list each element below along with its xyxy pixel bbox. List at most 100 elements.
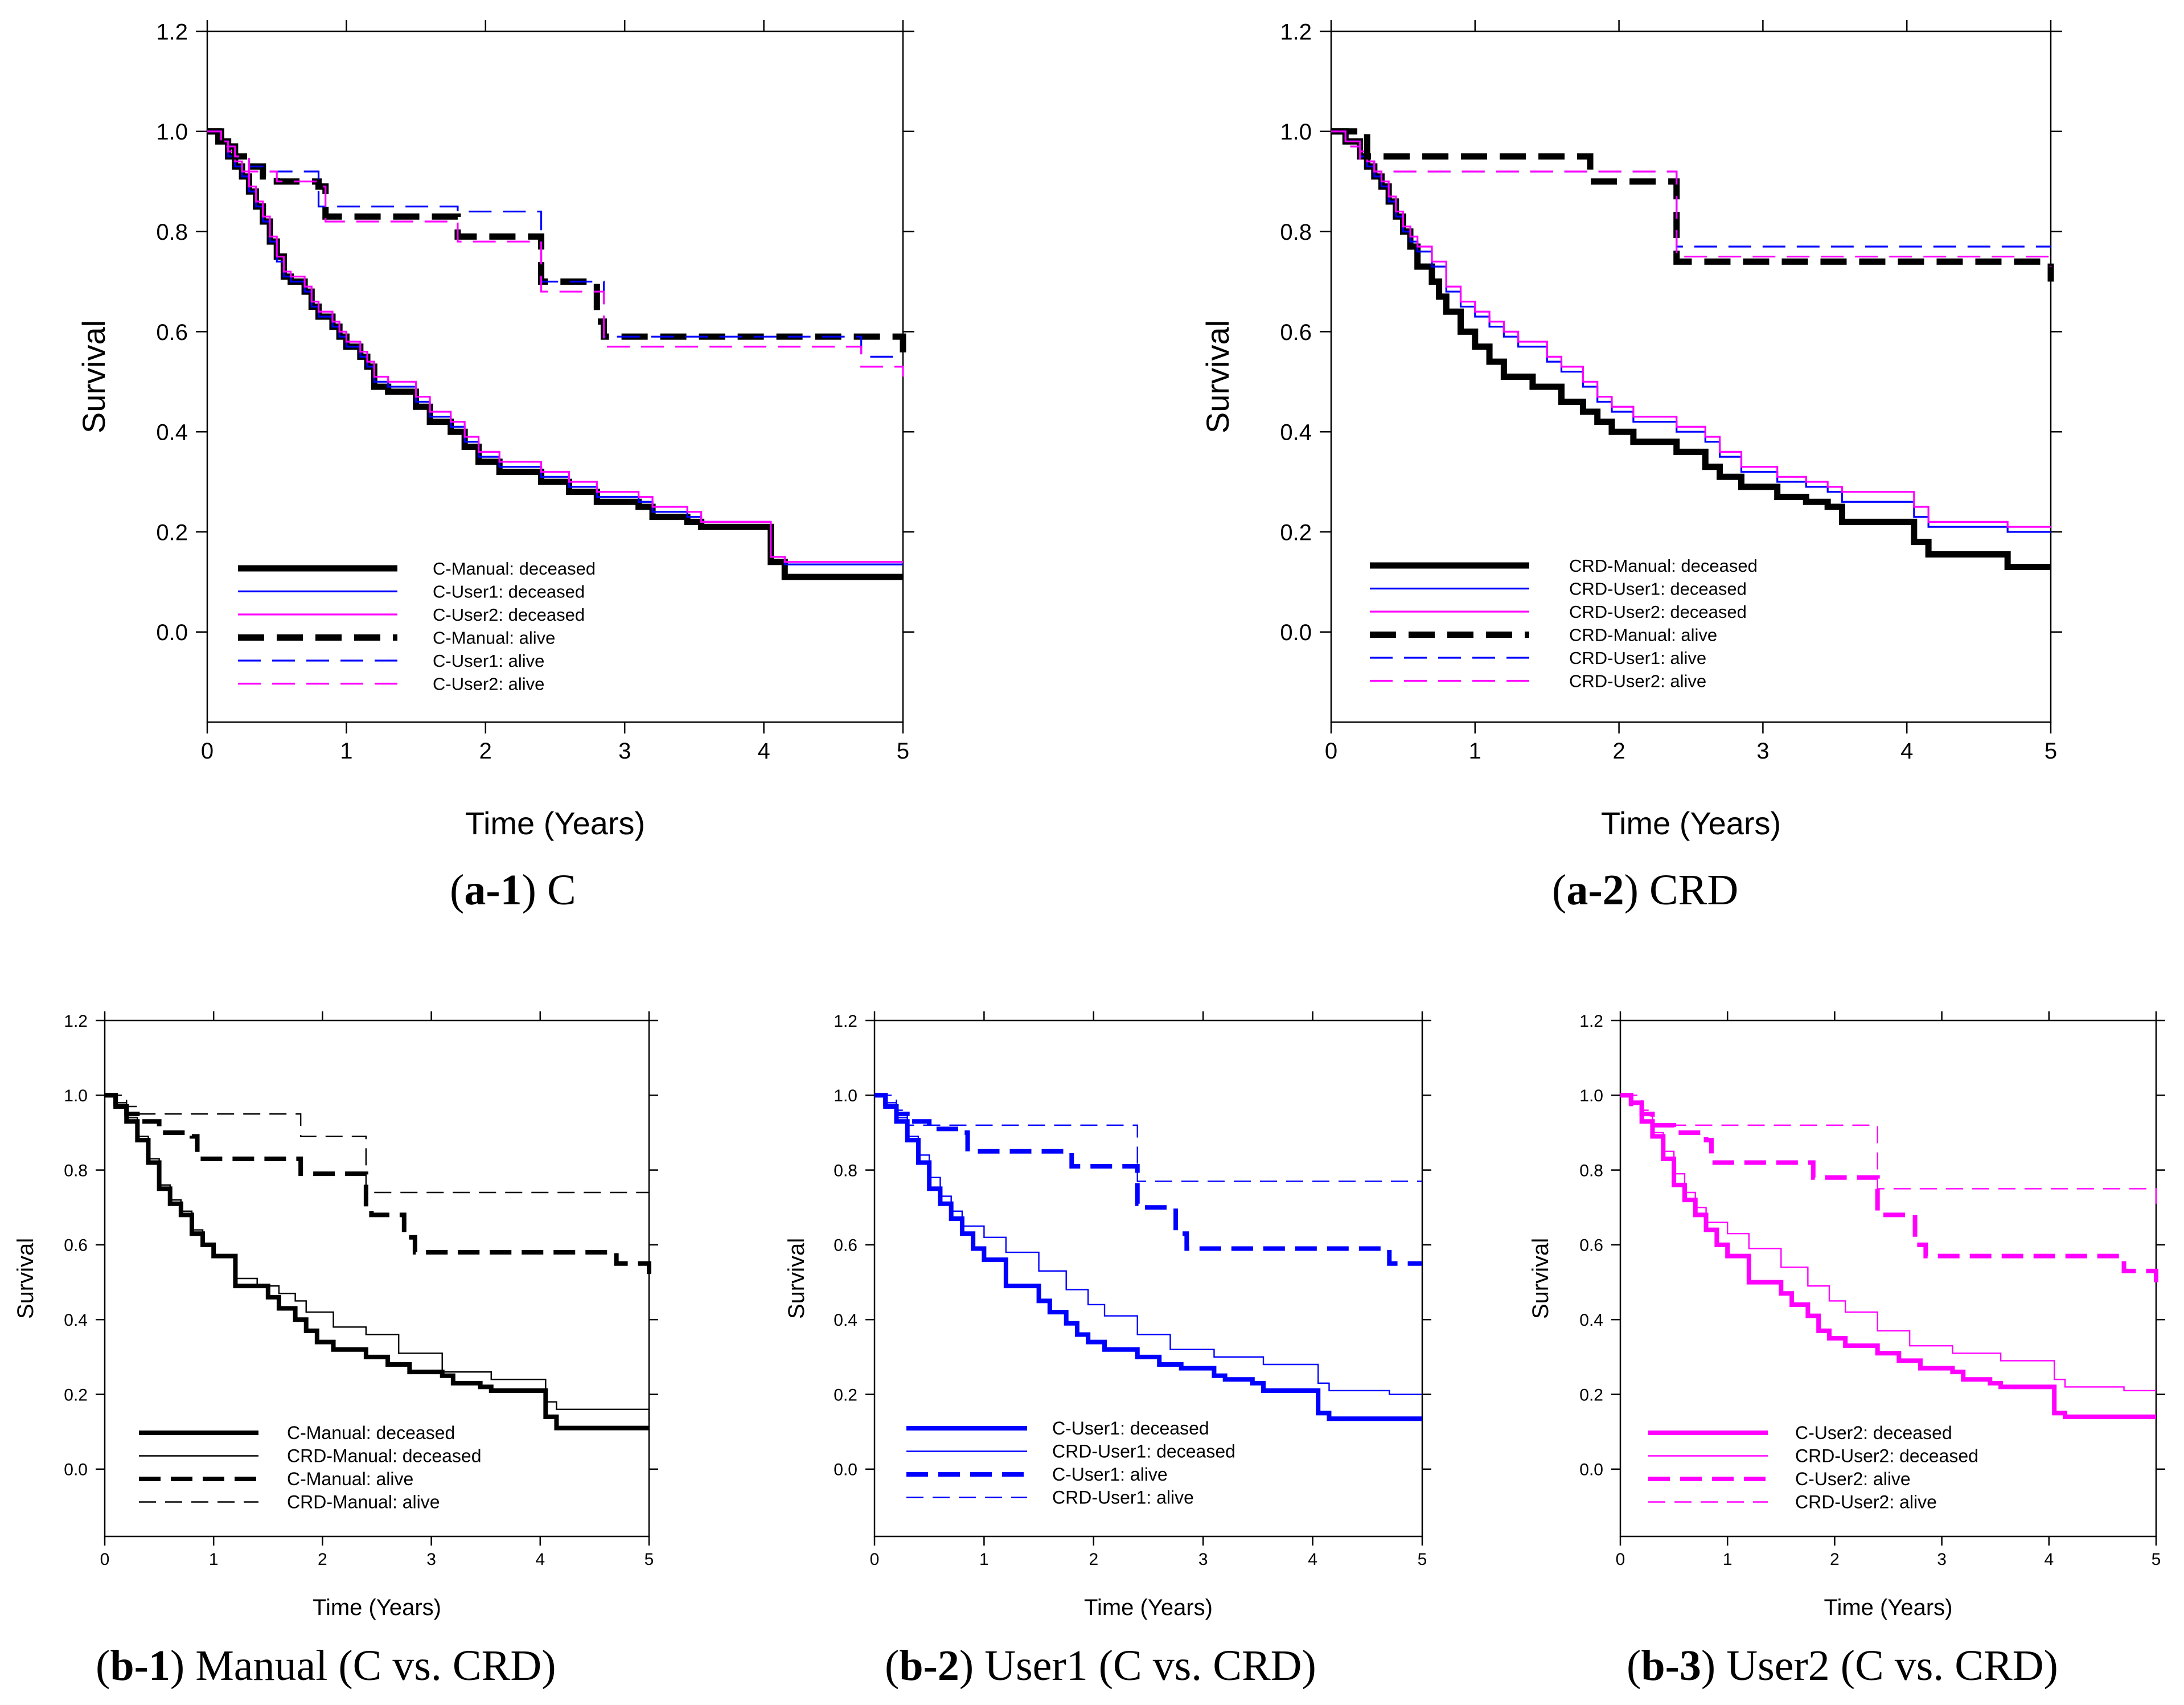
x-tick-label: 1 <box>1723 1550 1733 1569</box>
y-tick-label: 1.2 <box>156 19 188 44</box>
y-tick-label: 0.4 <box>156 420 188 445</box>
y-tick-label: 0.6 <box>1579 1236 1603 1255</box>
x-tick-label: 3 <box>1756 739 1769 764</box>
caption-label: a-2 <box>1566 866 1624 914</box>
series-line-3 <box>875 1093 1422 1266</box>
legend-label: C-Manual: deceased <box>287 1423 455 1443</box>
caption-a-1: (a-1) C <box>450 866 576 914</box>
x-tick-label: 1 <box>1469 739 1481 764</box>
caption-b-3: (b-3) User2 (C vs. CRD) <box>1627 1642 2058 1690</box>
y-axis-label: Survival <box>784 1238 809 1319</box>
chart-panel-b-3: 0 1 2 3 4 5 0.0 0.2 0.4 0.6 0.8 1.0 1.2 Time (Years) S… <box>1456 940 2184 1705</box>
y-tick-label: 1.0 <box>64 1087 88 1105</box>
plot-frame <box>873 1019 1423 1538</box>
legend-label: C-Manual: alive <box>287 1469 413 1489</box>
legend-label: C-User1: deceased <box>1052 1418 1209 1438</box>
series-line-6 <box>1331 130 2052 267</box>
legend-label: C-User2: deceased <box>433 605 585 625</box>
y-tick-label: 1.0 <box>1280 120 1312 145</box>
x-tick-label: 3 <box>618 739 631 764</box>
chart-panel-a-2: 0 1 2 3 4 5 0.0 0.2 0.4 0.6 0.8 1.0 1.2 Time (Years) S… <box>1092 0 2184 940</box>
chart-a-1: 0 1 2 3 4 5 0.0 0.2 0.4 0.6 0.8 1.0 1.2 Time (Years) S… <box>76 19 914 841</box>
y-tick-label: 0.4 <box>64 1311 88 1330</box>
legend-label: CRD-User1: deceased <box>1052 1441 1235 1462</box>
chart-panel-b-1: 0 1 2 3 4 5 0.0 0.2 0.4 0.6 0.8 1.0 1.2 Time (Years) S… <box>0 940 728 1705</box>
x-tick-label: 4 <box>757 739 770 764</box>
x-tick-label: 4 <box>2044 1550 2054 1569</box>
y-tick-label: 1.0 <box>1579 1087 1603 1105</box>
chart-panel-a-1: 0 1 2 3 4 5 0.0 0.2 0.4 0.6 0.8 1.0 1.2 Time (Years) S… <box>0 0 1092 940</box>
x-tick-label: 5 <box>2152 1550 2161 1569</box>
y-tick-label: 0.2 <box>834 1386 857 1404</box>
series-line-5 <box>1331 130 2051 248</box>
y-tick-label: 0.4 <box>1579 1311 1603 1330</box>
y-tick-label: 1.0 <box>156 120 188 145</box>
x-tick-label: 0 <box>870 1550 880 1569</box>
chart-b-2: 0 1 2 3 4 5 0.0 0.2 0.4 0.6 0.8 1.0 1.2 Time (Years) S… <box>784 1011 1431 1620</box>
y-tick-label: 0.8 <box>1280 220 1312 245</box>
x-axis-label: Time (Years) <box>465 805 645 841</box>
y-tick-label: 0.6 <box>64 1236 88 1255</box>
y-tick-label: 0.2 <box>64 1386 88 1404</box>
y-axis-label: Survival <box>1528 1238 1553 1319</box>
x-tick-label: 4 <box>535 1550 545 1569</box>
legend-label: CRD-User1: alive <box>1052 1487 1194 1508</box>
x-tick-label: 0 <box>100 1550 110 1569</box>
caption-label: b-1 <box>110 1642 170 1690</box>
y-tick-label: 0.8 <box>1579 1161 1603 1180</box>
series-line-3 <box>1331 130 2051 528</box>
caption-a-2: (a-2) CRD <box>1552 866 1739 914</box>
y-axis-label: Survival <box>13 1238 38 1319</box>
y-tick-label: 0.4 <box>1280 420 1312 445</box>
legend-label: CRD-User2: alive <box>1795 1492 1937 1513</box>
x-tick-label: 3 <box>1937 1550 1947 1569</box>
caption-label: a-1 <box>464 866 522 914</box>
x-tick-label: 5 <box>897 739 909 764</box>
legend-label: CRD-User2: deceased <box>1795 1446 1978 1466</box>
y-tick-label: 0.0 <box>156 620 188 645</box>
series-line-4 <box>1620 1095 2157 1204</box>
y-tick-label: 1.2 <box>1579 1012 1603 1031</box>
legend-label: CRD-User2: alive <box>1569 671 1706 691</box>
series-line-2 <box>207 130 903 565</box>
series-line-1 <box>1620 1093 2156 1419</box>
series-line-2 <box>1620 1095 2156 1392</box>
series-line-1 <box>1331 128 2051 571</box>
legend-label: C-User2: alive <box>433 674 544 694</box>
legend-label: C-User1: deceased <box>433 581 585 601</box>
y-tick-label: 0.0 <box>834 1461 857 1479</box>
x-tick-label: 3 <box>1198 1550 1208 1569</box>
x-tick-label: 2 <box>1612 739 1625 764</box>
y-tick-label: 0.6 <box>834 1236 857 1255</box>
legend-label: C-Manual: deceased <box>433 559 596 579</box>
y-tick-label: 0.0 <box>64 1461 88 1479</box>
series-line-3 <box>105 1093 651 1275</box>
y-tick-label: 0.2 <box>1280 520 1312 545</box>
series-line-6 <box>207 130 904 377</box>
x-tick-label: 1 <box>209 1550 219 1569</box>
y-tick-label: 1.2 <box>1280 19 1312 44</box>
y-tick-label: 0.2 <box>156 520 188 545</box>
x-tick-label: 1 <box>979 1550 989 1569</box>
x-tick-label: 2 <box>479 739 492 764</box>
caption-b-2: (b-2) User1 (C vs. CRD) <box>885 1642 1316 1690</box>
legend-label: CRD-User2: deceased <box>1569 602 1747 622</box>
legend-label: CRD-Manual: alive <box>287 1492 440 1513</box>
legend-label: C-Manual: alive <box>433 628 555 647</box>
x-tick-label: 0 <box>201 739 214 764</box>
y-tick-label: 1.0 <box>834 1087 857 1105</box>
series-line-4 <box>105 1095 649 1194</box>
legend-label: CRD-Manual: alive <box>1569 625 1717 645</box>
chart-b-3: 0 1 2 3 4 5 0.0 0.2 0.4 0.6 0.8 1.0 1.2 Time (Years) S… <box>1528 1011 2165 1620</box>
y-tick-label: 0.0 <box>1280 620 1312 645</box>
x-tick-label: 1 <box>340 739 352 764</box>
x-tick-label: 5 <box>644 1550 654 1569</box>
series-line-2 <box>1331 130 2051 533</box>
chart-panel-b-2: 0 1 2 3 4 5 0.0 0.2 0.4 0.6 0.8 1.0 1.2 Time (Years) S… <box>728 940 1456 1705</box>
legend-label: CRD-Manual: deceased <box>1569 556 1758 576</box>
y-tick-label: 0.0 <box>1579 1461 1603 1479</box>
legend-label: CRD-Manual: deceased <box>287 1446 482 1466</box>
x-tick-label: 4 <box>1308 1550 1317 1569</box>
series-line-4 <box>875 1095 1422 1182</box>
